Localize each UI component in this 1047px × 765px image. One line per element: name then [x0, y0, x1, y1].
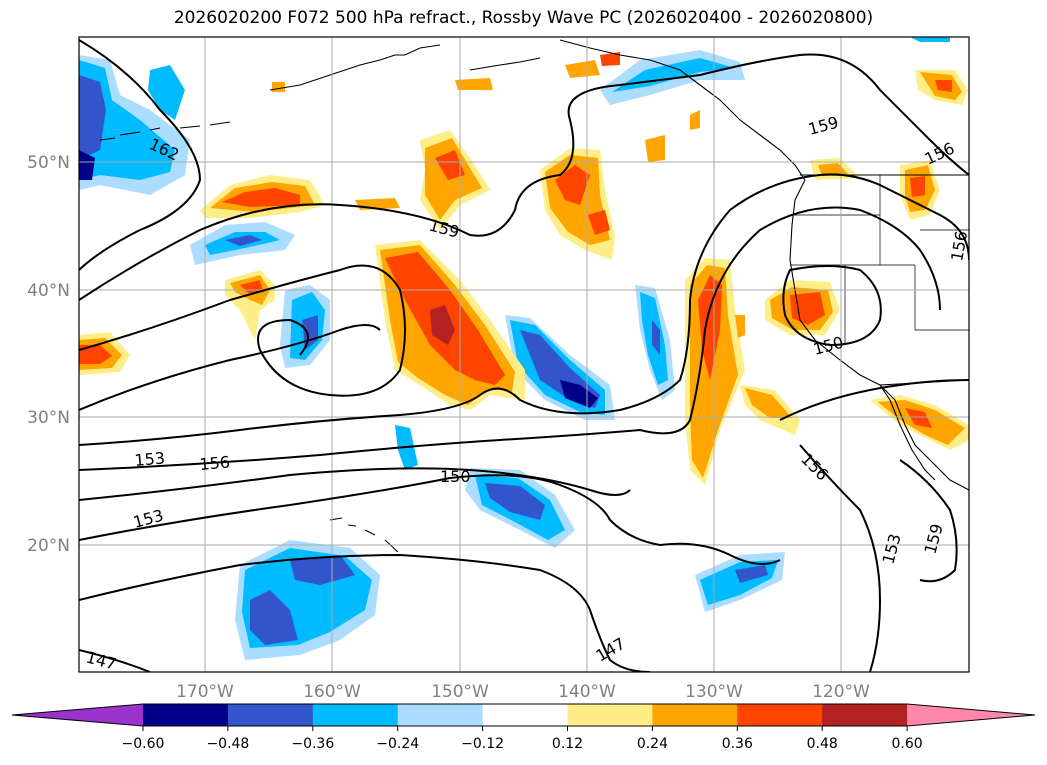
colorbar-tick-label: −0.36 [291, 736, 334, 752]
colorbar-tick-label: 0.60 [892, 736, 923, 752]
coastline-north-america [789, 179, 969, 491]
negative-anomaly-region-gulf-alaska [600, 37, 950, 105]
colorbar-tick-label: −0.12 [461, 736, 504, 752]
colorbar-segment [567, 704, 653, 726]
contour-label: 159 [806, 113, 840, 139]
colorbar-extend-low [12, 704, 143, 726]
colorbar: −0.60 −0.48 −0.36 −0.24 −0.12 0.12 0.24 0.36 0.4… [11, 703, 1036, 752]
contour-label: 150 [440, 467, 471, 486]
contour-label: 150 [811, 333, 845, 359]
negative-anomaly-region-160w [280, 285, 330, 368]
positive-anomaly-region-150w [375, 240, 525, 410]
contour-label: 156 [947, 229, 971, 262]
coastline-aleutians [99, 121, 231, 141]
longitude-labels: 170°W 160°W 150°W 140°W 130°W 120°W [176, 682, 870, 702]
colorbar-segment [143, 704, 229, 726]
contour-147 [79, 553, 651, 672]
colorbar-tick-label: 0.24 [637, 736, 668, 752]
colorbar-segment [312, 704, 399, 726]
map-frame [78, 36, 970, 673]
lon-label-140w: 140°W [558, 682, 616, 702]
graticule [79, 37, 969, 672]
map-title: 2026020200 F072 500 hPa refract., Rossby… [173, 8, 874, 28]
coastline-baja [879, 384, 936, 481]
contour-label: 153 [131, 506, 165, 532]
lon-label-130w: 130°W [685, 682, 743, 702]
contour-label: 159 [427, 216, 461, 242]
lat-label-50n: 50°N [27, 153, 70, 173]
contour-159-east [899, 459, 958, 583]
negative-anomaly-region-nw [79, 55, 190, 195]
negative-anomaly-region-subtropics [395, 425, 575, 548]
lat-label-20n: 20°N [27, 536, 70, 556]
contour-159-west [79, 53, 969, 301]
colorbar-segment [652, 704, 738, 726]
state-borders [790, 175, 969, 345]
contour-label: 159 [921, 522, 947, 556]
contour-156-mid [79, 206, 941, 471]
contour-153-east [799, 444, 882, 672]
colorbar-extend-high [907, 704, 1035, 726]
colorbar-segment [397, 704, 484, 726]
contour-150-ca-low [782, 265, 882, 347]
contour-label: 156 [199, 452, 231, 474]
colorbar-tick-label: 0.48 [807, 736, 838, 752]
contour-156-east [779, 379, 969, 421]
contour-label: 153 [879, 532, 905, 566]
contour-label: 147 [84, 648, 118, 674]
positive-anomaly-region-north-central [355, 130, 665, 260]
contour-156-west [79, 264, 406, 397]
coastlines [99, 39, 969, 553]
contour-label: 156 [922, 138, 958, 168]
positive-anomaly-region-baja [870, 395, 969, 450]
contour-label: 153 [134, 448, 166, 470]
colorbar-tick-label: 0.36 [722, 736, 753, 752]
height-contours [79, 39, 969, 672]
negative-anomaly-region-hawaii [235, 540, 380, 660]
colorbar-tick-label: 0.12 [552, 736, 583, 752]
contour-147-south [79, 649, 151, 672]
colorbar-segment [822, 704, 908, 726]
contour-label: 156 [797, 449, 832, 484]
coastline-alaska [269, 39, 806, 181]
lat-label-40n: 40°N [27, 281, 70, 301]
negative-anomaly-region-southeast [695, 552, 785, 612]
lon-label-150w: 150°W [431, 682, 489, 702]
lon-label-120w: 120°W [812, 682, 870, 702]
colorbar-tick-label: −0.48 [206, 736, 249, 752]
lon-label-170w: 170°W [176, 682, 234, 702]
contour-153-west [79, 324, 381, 411]
negative-anomaly-region-135w [635, 285, 675, 400]
contour-153-mid [79, 467, 631, 501]
colorbar-tick-label: −0.24 [376, 736, 419, 752]
refractivity-shading [79, 37, 969, 660]
lon-label-160w: 160°W [303, 682, 361, 702]
positive-anomaly-region-california [765, 280, 840, 335]
contour-150 [79, 474, 781, 565]
negative-anomaly-region-170w [190, 222, 295, 265]
lat-label-30n: 30°N [27, 408, 70, 428]
colorbar-segment [482, 704, 568, 726]
coastline-hawaii [329, 517, 399, 553]
latitude-labels: 50°N 40°N 30°N 20°N [27, 153, 70, 556]
colorbar-segment [227, 704, 314, 726]
colorbar-segment [737, 704, 823, 726]
contour-trough [79, 173, 969, 446]
contour-162 [79, 39, 202, 271]
colorbar-tick-label: −0.60 [122, 736, 165, 752]
